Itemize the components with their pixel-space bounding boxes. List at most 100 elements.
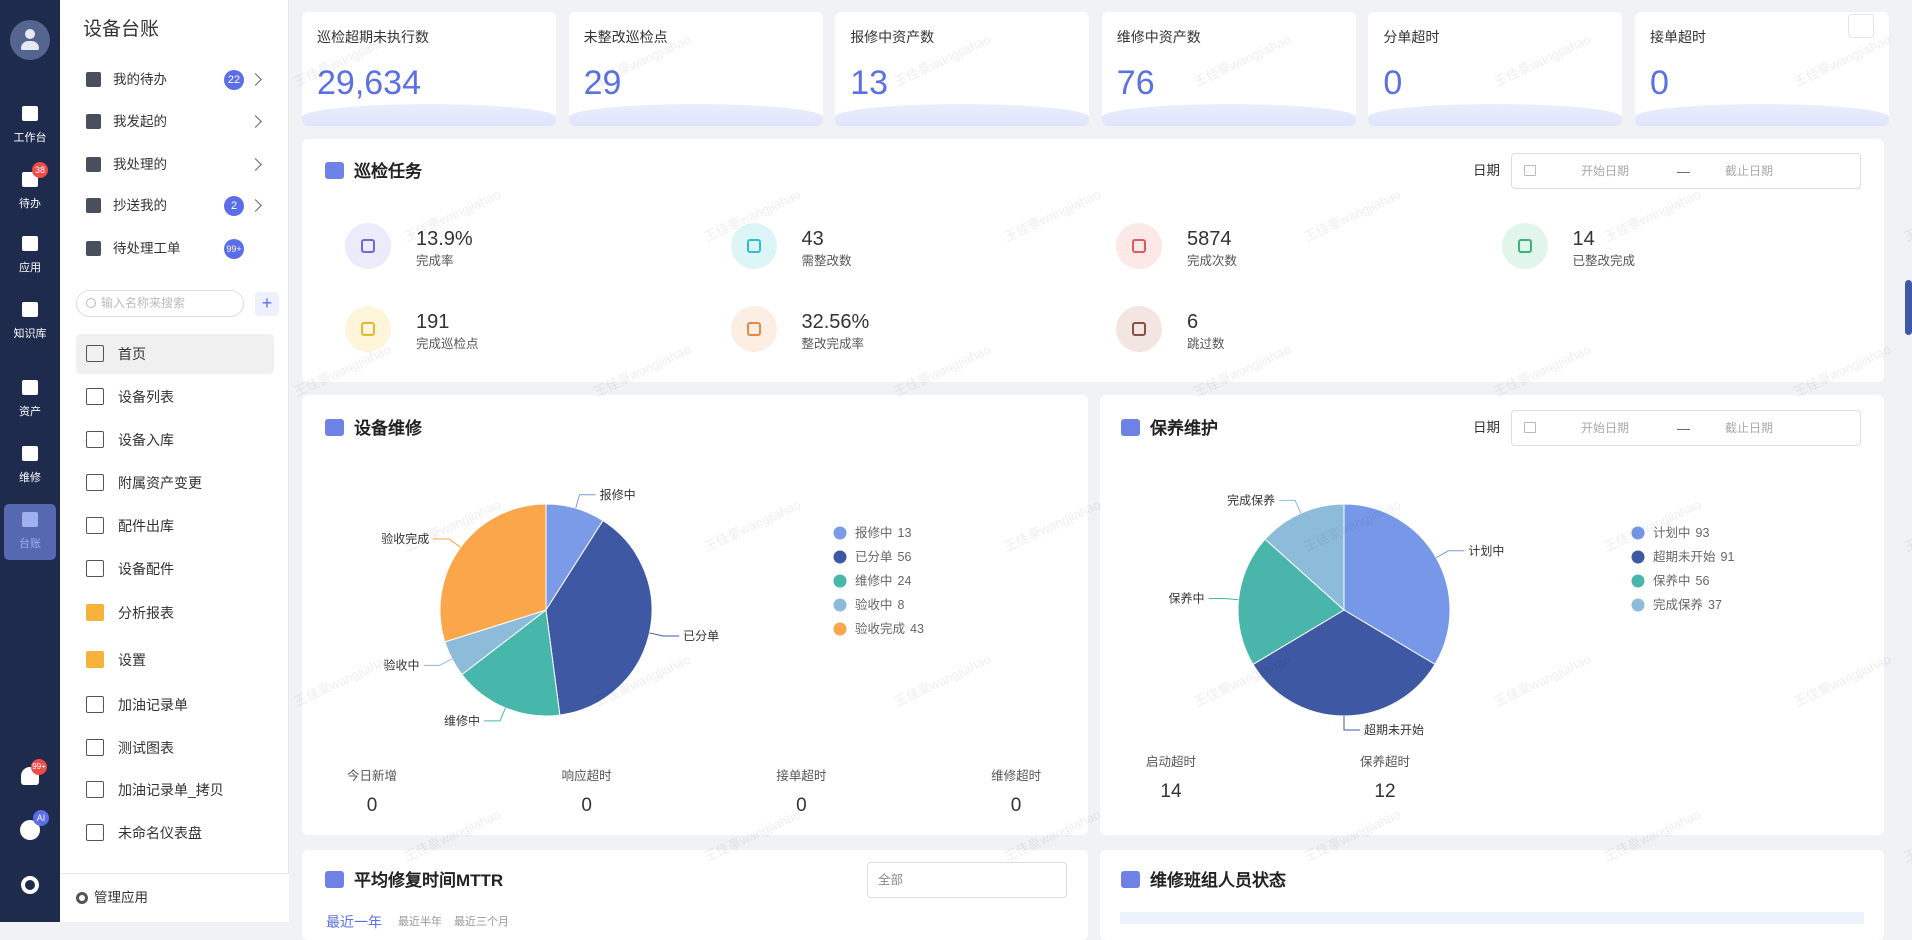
stat-label: 报修中资产数 (850, 29, 935, 45)
rail-icon[interactable] (22, 446, 38, 461)
panel-title: 平均修复时间MTTR (354, 870, 504, 890)
menu-icon (86, 517, 104, 534)
quick-icon (86, 241, 101, 256)
panel-title: 巡检任务 (354, 161, 422, 181)
stat-value: 12 (1374, 780, 1396, 802)
metric-glyph (1132, 322, 1146, 336)
metric-glyph (1132, 239, 1146, 253)
metric-glyph (746, 322, 761, 336)
stat-value: 76 (1116, 64, 1155, 102)
stat-value: 0 (366, 794, 378, 816)
menu-item[interactable] (76, 334, 274, 374)
team-table-head (1120, 912, 1864, 924)
rail-icon[interactable] (22, 106, 38, 121)
menu-item[interactable] (76, 640, 274, 680)
search-icon (86, 298, 96, 308)
menu-icon (86, 345, 104, 362)
settings-button[interactable] (1848, 14, 1874, 38)
quick-label: 抄送我的 (113, 198, 167, 214)
rail-label: 工作台 (13, 131, 47, 144)
menu-active (76, 334, 274, 374)
panel-title: 维修班组人员状态 (1150, 870, 1286, 890)
stat-label: 保养超时 (1359, 754, 1410, 769)
card-wave (835, 104, 1090, 126)
menu-icon (86, 560, 104, 577)
panel-title: 设备维修 (354, 418, 422, 438)
rail-icon[interactable] (22, 302, 38, 317)
sidebar-footer-bg (60, 873, 289, 922)
title-icon (325, 162, 344, 179)
menu-item[interactable] (76, 506, 274, 546)
badge: 99+ (31, 759, 47, 775)
menu-label: 加油记录单 (118, 697, 188, 713)
rail-icon[interactable] (22, 380, 38, 395)
date-range[interactable] (1511, 153, 1861, 189)
sidebar-title: 设备台账 (83, 18, 160, 40)
avatar (10, 20, 50, 60)
rail-label: 资产 (19, 405, 41, 418)
metric-label: 跳过数 (1187, 336, 1225, 351)
rail-label: 应用 (19, 261, 41, 274)
menu-item[interactable] (76, 420, 274, 460)
menu-label: 设置 (118, 652, 146, 668)
menu-icon (86, 824, 104, 841)
settings-icon[interactable] (21, 876, 39, 894)
menu-icon (86, 739, 104, 756)
quick-label: 待处理工单 (113, 241, 181, 257)
menu-item[interactable] (76, 728, 274, 768)
add-button[interactable]: + (255, 292, 279, 316)
stat-label: 响应超时 (561, 768, 612, 783)
rail-icon[interactable] (22, 512, 38, 527)
menu-icon (86, 781, 104, 798)
card-wave (1101, 104, 1356, 126)
stat-label: 巡检超期未执行数 (317, 29, 429, 45)
date-end: 截止日期 (1725, 164, 1774, 178)
stat-label: 分单超时 (1383, 29, 1440, 45)
menu-label: 未命名仪表盘 (118, 825, 202, 841)
quick-icon (86, 157, 101, 172)
stat-label: 维修中资产数 (1116, 29, 1201, 45)
stat-value: 0 (796, 794, 807, 816)
quick-label: 我处理的 (113, 157, 167, 173)
team-panel (1100, 850, 1884, 940)
metric-label: 完成巡检点 (416, 336, 479, 351)
date-sep: — (1677, 420, 1690, 436)
search-box[interactable]: 输入名称来搜索 (76, 290, 244, 317)
date-sep: — (1677, 163, 1690, 179)
metric-icon (730, 223, 777, 269)
maintenance-panel (1100, 395, 1884, 835)
stat-value: 0 (1650, 64, 1669, 102)
date-range[interactable] (1511, 410, 1861, 446)
menu-label: 设备入库 (118, 432, 174, 448)
scrollbar[interactable] (1905, 280, 1912, 335)
select[interactable]: 全部 (867, 862, 1067, 898)
rail-icon[interactable] (22, 236, 38, 251)
period-tab: 最近半年 (398, 915, 442, 928)
inspection-panel (302, 139, 1884, 382)
metric-icon (1116, 306, 1162, 352)
metric-icon (345, 223, 391, 269)
menu-icon (86, 388, 104, 405)
title-icon (1121, 871, 1140, 888)
avatar-body (21, 41, 39, 50)
menu-item[interactable] (76, 549, 274, 589)
menu-item[interactable] (76, 377, 274, 417)
title-icon (325, 871, 344, 888)
metric-glyph (361, 239, 375, 253)
menu-item[interactable] (76, 593, 274, 633)
calendar-icon (1524, 422, 1536, 433)
metric-value: 43 (801, 228, 824, 250)
help-icon[interactable] (20, 820, 40, 840)
period-tab: 最近一年 (326, 914, 382, 930)
period-tab: 最近三个月 (454, 915, 509, 928)
menu-label: 设备配件 (118, 561, 174, 577)
metric-label: 完成次数 (1187, 253, 1238, 268)
card-wave (568, 104, 823, 126)
menu-icon (86, 431, 104, 448)
menu-label: 测试图表 (118, 740, 174, 756)
metric-value: 14 (1572, 228, 1595, 250)
rail-label: 维修 (19, 471, 41, 484)
badge: 2 (224, 196, 244, 216)
badge: AI (33, 810, 49, 826)
